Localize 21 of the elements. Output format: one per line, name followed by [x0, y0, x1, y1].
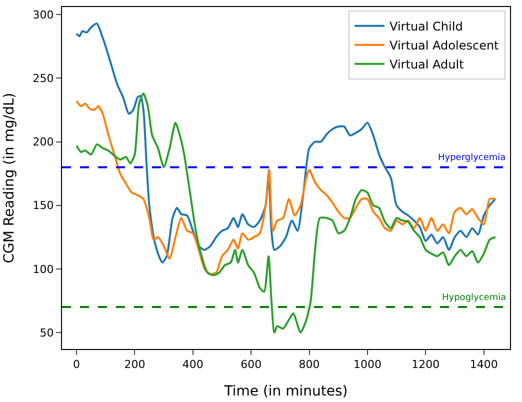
x-tick-label: 1400: [470, 358, 498, 372]
legend-label: Virtual Adult: [390, 58, 464, 72]
x-tick-label: 600: [240, 358, 262, 372]
y-tick-label: 300: [32, 8, 54, 22]
y-tick-label: 100: [32, 262, 54, 276]
y-tick-label: 250: [32, 72, 54, 86]
x-tick-label: 800: [298, 358, 320, 372]
y-tick-label: 150: [32, 199, 54, 212]
x-tick-label: 0: [73, 358, 80, 372]
legend-label: Virtual Adolescent: [390, 38, 500, 53]
y-axis-title: CGM Reading (in mg/dL): [1, 92, 18, 264]
legend-label: Virtual Child: [390, 20, 463, 34]
y-tick-label: 50: [40, 326, 54, 340]
x-tick-label: 200: [124, 358, 146, 372]
y-tick-label: 200: [32, 136, 54, 149]
x-tick-label: 1000: [353, 358, 382, 372]
ref-line-label: Hyperglycemia: [438, 153, 506, 163]
x-tick-label: 1200: [412, 358, 440, 372]
x-axis-title: Time (in minutes): [223, 384, 348, 400]
ref-line-label: Hypoglycemia: [442, 293, 506, 303]
x-tick-label: 400: [182, 358, 204, 372]
